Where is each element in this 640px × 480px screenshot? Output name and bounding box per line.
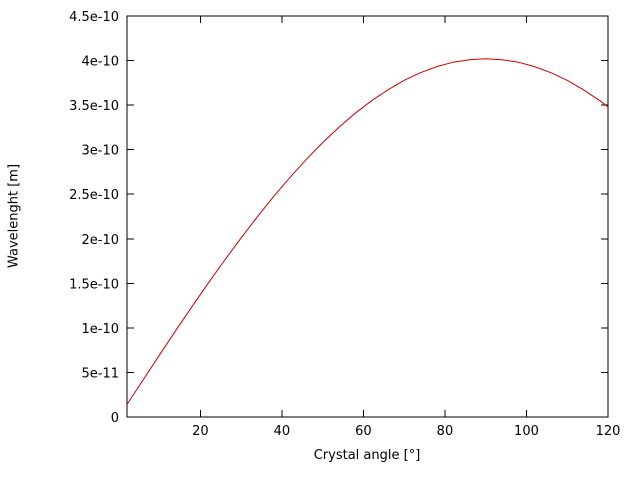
y-tick-label: 1.5e-10 <box>69 277 119 292</box>
y-tick-label: 4e-10 <box>81 55 119 70</box>
x-tick-label: 100 <box>514 424 539 439</box>
x-axis-label: Crystal angle [°] <box>313 448 421 463</box>
y-tick-label: 2e-10 <box>81 233 119 248</box>
x-tick-label: 20 <box>192 424 209 439</box>
y-tick-label: 5e-11 <box>81 366 119 381</box>
plot-border <box>126 15 609 418</box>
wavelength-curve <box>126 58 609 405</box>
y-tick-label: 3.5e-10 <box>69 99 119 114</box>
y-tick-label: 0 <box>111 411 119 426</box>
x-tick-label: 40 <box>274 424 291 439</box>
y-tick-label: 1e-10 <box>81 322 119 337</box>
y-tick-label: 2.5e-10 <box>69 188 119 203</box>
y-tick-label: 3e-10 <box>81 144 119 159</box>
y-tick-label: 4.5e-10 <box>69 10 119 25</box>
x-tick-label: 80 <box>437 424 454 439</box>
x-tick-label: 120 <box>596 424 621 439</box>
x-tick-label: 60 <box>355 424 372 439</box>
